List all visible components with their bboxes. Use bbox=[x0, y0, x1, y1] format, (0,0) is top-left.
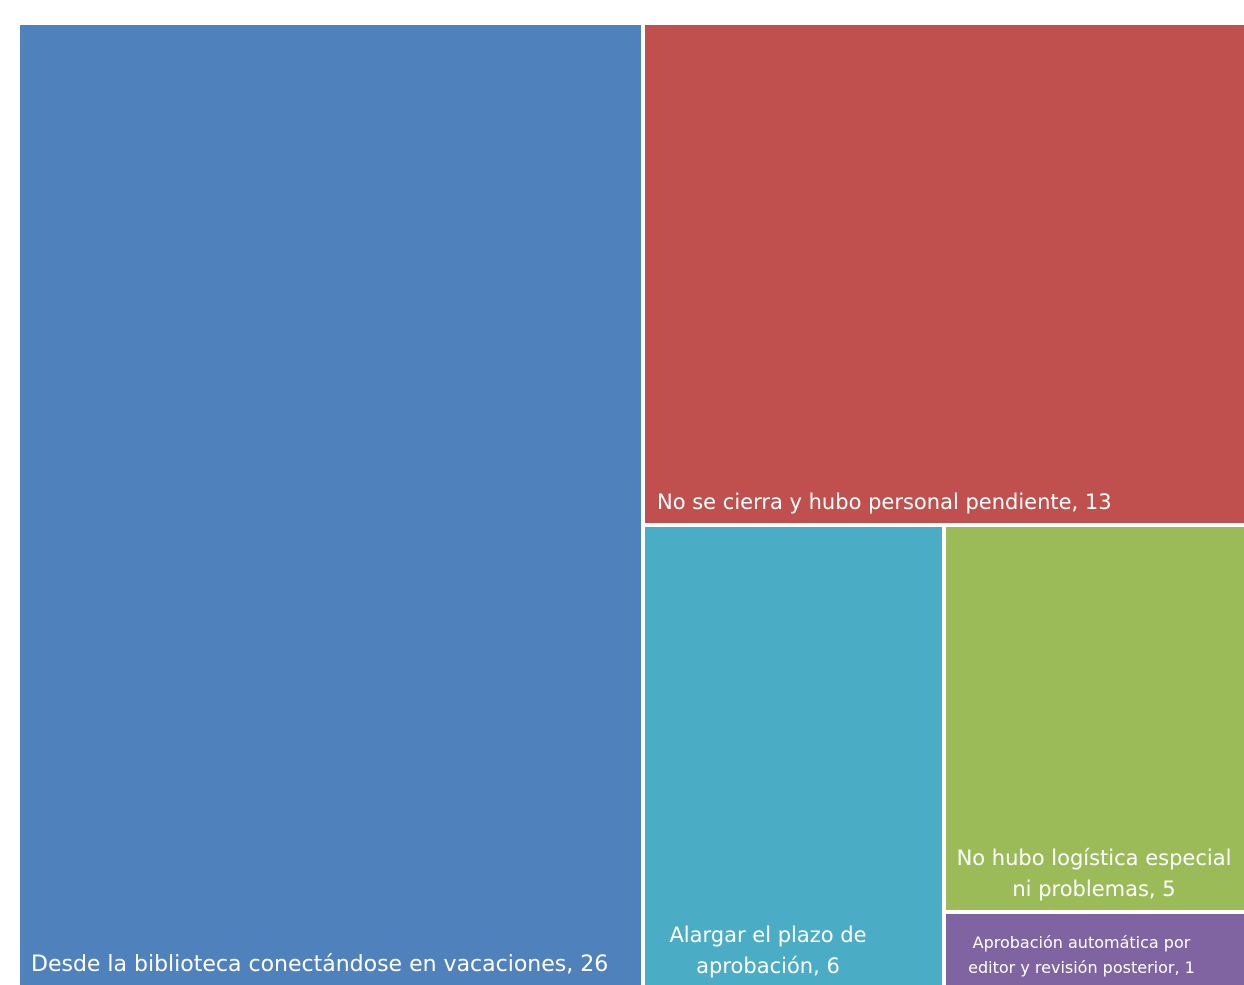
tile-biblioteca-vacaciones: Desde la biblioteca conectándose en vaca… bbox=[20, 25, 641, 985]
tile-label-biblioteca-vacaciones: Desde la biblioteca conectándose en vaca… bbox=[31, 952, 609, 978]
tile-personal-pendiente: No se cierra y hubo personal pendiente, … bbox=[645, 25, 1244, 523]
tile-label-logistica-especial: No hubo logística especial ni problemas,… bbox=[956, 846, 1232, 901]
tile-aprobacion-automatica: Aprobación automática por editor y revis… bbox=[946, 914, 1244, 985]
tile-label-personal-pendiente: No se cierra y hubo personal pendiente, … bbox=[657, 489, 1112, 514]
tile-label-aprobacion-automatica: Aprobación automática por editor y revis… bbox=[968, 932, 1195, 978]
tile-label-alargar-plazo: Alargar el plazo de aprobación, 6 bbox=[669, 923, 867, 978]
tile-logistica-especial: No hubo logística especial ni problemas,… bbox=[946, 527, 1244, 910]
tile-alargar-plazo: Alargar el plazo de aprobación, 6 bbox=[645, 527, 942, 985]
